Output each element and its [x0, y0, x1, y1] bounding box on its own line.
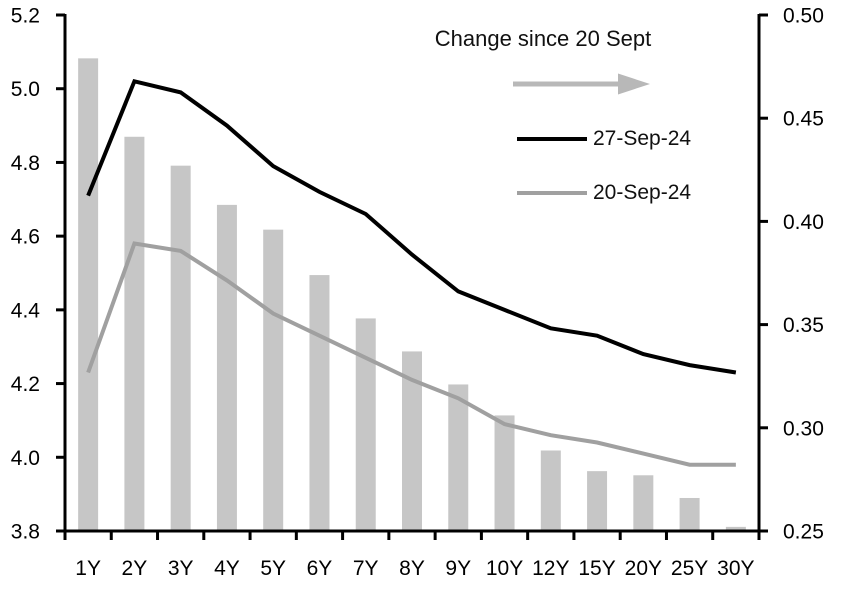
bar-5Y [263, 229, 284, 531]
x-axis-label: 10Y [486, 557, 523, 580]
x-axis-label: 6Y [307, 557, 333, 580]
series-line-27-Sep-24 [86, 78, 737, 375]
bar-15Y [587, 471, 608, 531]
bar-2Y [124, 136, 145, 531]
x-axis-label: 25Y [671, 557, 708, 580]
bar-9Y [448, 384, 469, 531]
x-axis-label: 15Y [578, 557, 615, 580]
bar-10Y [494, 415, 515, 531]
x-axis-label: 20Y [625, 557, 662, 580]
bar-8Y [402, 351, 422, 531]
x-axis-label: 1Y [75, 557, 101, 580]
right-axis-label: 0.45 [783, 108, 824, 131]
series-line-20-Sep-24 [86, 241, 736, 467]
right-axis-label: 0.35 [783, 314, 824, 337]
bar-3Y [170, 165, 191, 531]
x-axis-label: 3Y [168, 557, 194, 580]
bar-7Y [355, 318, 376, 531]
x-axis-label: 5Y [260, 557, 286, 580]
right-axis-label: 0.30 [783, 417, 824, 440]
right-axis-label: 0.25 [783, 521, 824, 544]
x-axis-label: 30Y [717, 557, 754, 580]
left-axis-label: 4.8 [11, 152, 40, 175]
left-axis-label: 5.2 [11, 5, 40, 28]
x-axis-label: 12Y [532, 557, 569, 580]
left-axis-label: 4.0 [11, 447, 40, 470]
left-axis-label: 5.0 [11, 78, 40, 101]
left-axis-label: 4.2 [11, 373, 40, 396]
x-axis-label: 9Y [445, 557, 471, 580]
bar-6Y [309, 275, 330, 531]
x-axis-label: 4Y [214, 557, 240, 580]
bar-30Y [725, 526, 746, 531]
bar-4Y [216, 204, 237, 531]
right-axis-label: 0.50 [783, 5, 824, 28]
x-axis-label: 7Y [353, 557, 379, 580]
left-axis-label: 3.8 [11, 521, 40, 544]
bar-25Y [679, 497, 700, 531]
bar-20Y [633, 475, 654, 531]
x-axis-label: 2Y [122, 557, 148, 580]
x-axis-label: 8Y [399, 557, 425, 580]
right-axis-label: 0.40 [783, 211, 824, 234]
bar-1Y [78, 58, 99, 532]
left-axis-label: 4.4 [11, 299, 41, 322]
bar-12Y [540, 450, 561, 531]
left-axis-label: 4.6 [11, 226, 40, 249]
